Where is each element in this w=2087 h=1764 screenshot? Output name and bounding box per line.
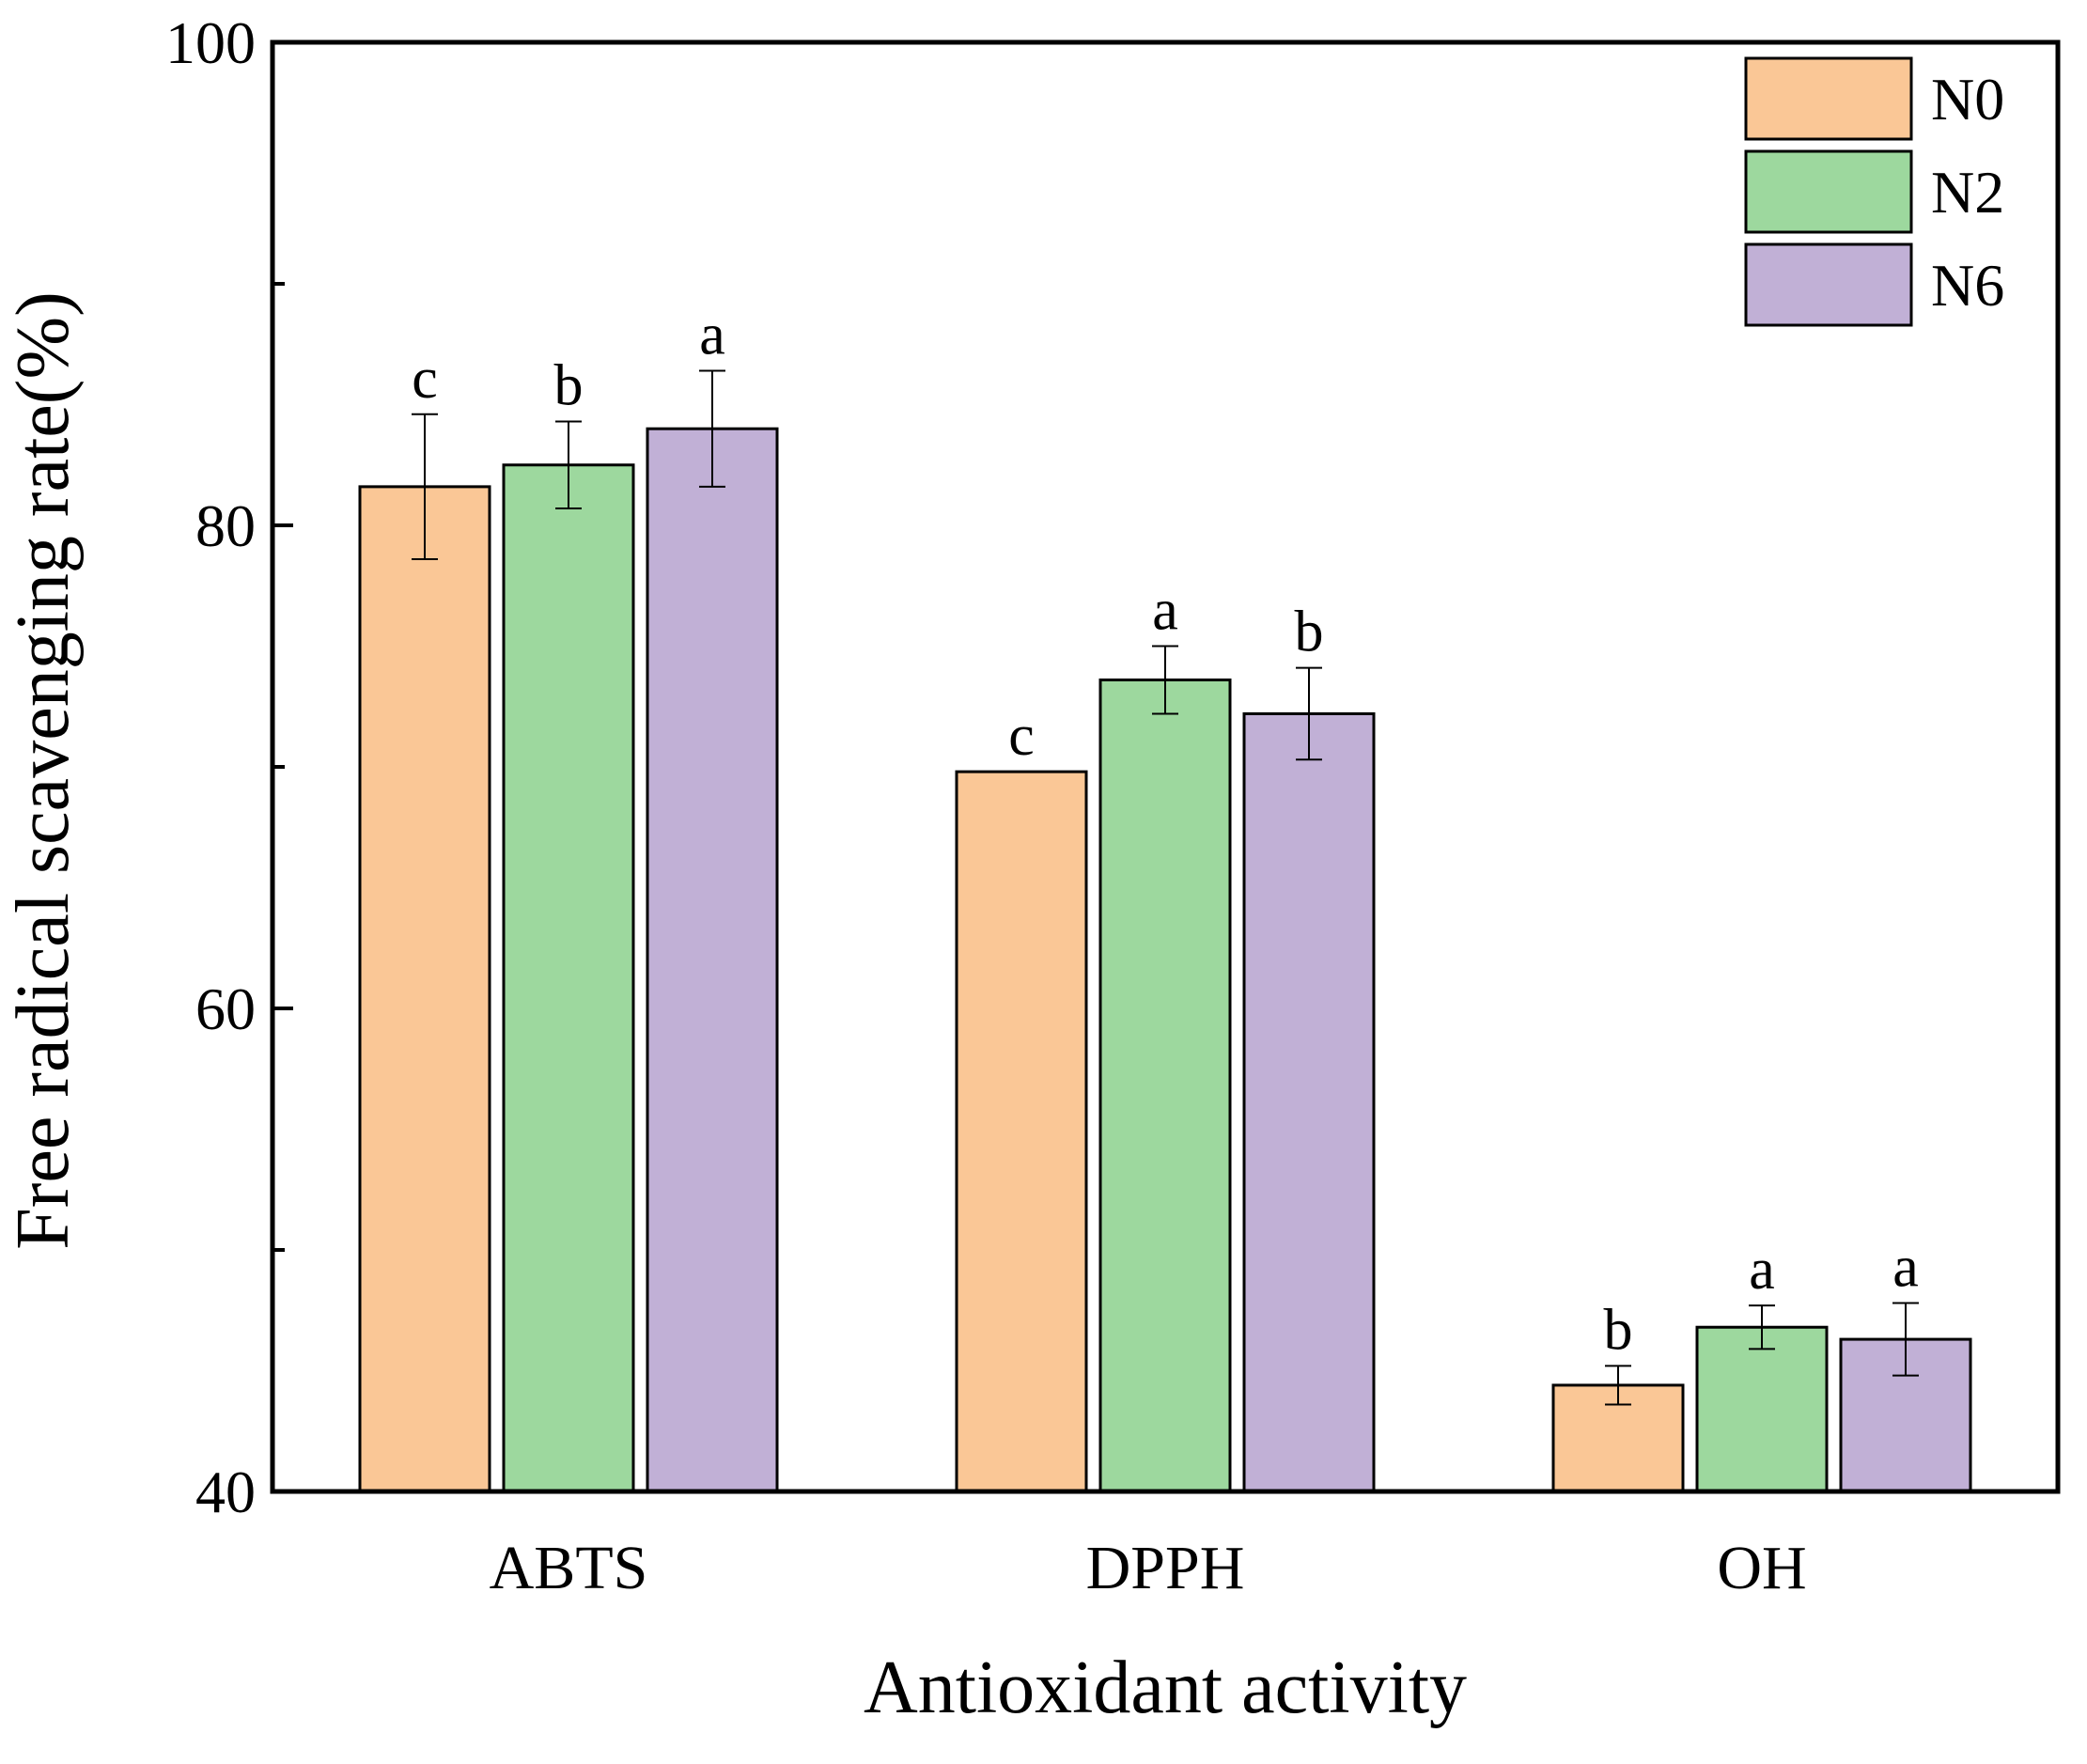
significance-letter-N0-DPPH: c: [1008, 704, 1035, 768]
y-tick-label: 40: [195, 1459, 256, 1525]
x-axis-title: Antioxidant activity: [864, 1647, 1467, 1729]
legend-swatch-N6: [1744, 242, 1913, 327]
significance-letter-N6-DPPH: b: [1295, 601, 1324, 664]
y-tick-label: 100: [165, 9, 256, 76]
x-tick-label-OH: OH: [1717, 1534, 1806, 1602]
bar-N2-OH: [1695, 1325, 1829, 1493]
legend-swatch-N2: [1744, 149, 1913, 234]
bar-N6-ABTS: [646, 427, 779, 1493]
y-tick-label: 80: [195, 492, 256, 559]
bar-N2-DPPH: [1098, 678, 1232, 1493]
significance-letter-N2-OH: a: [1749, 1238, 1775, 1302]
significance-letter-N2-ABTS: b: [554, 353, 584, 417]
plot-area: c c b b a a a b a 40 60 80 100 ABTS DPPH OH N0 N2 N6: [165, 9, 2061, 1602]
significance-letter-N2-DPPH: a: [1152, 579, 1178, 643]
bar-N0-ABTS: [358, 485, 491, 1493]
significance-letter-N6-ABTS: a: [699, 304, 725, 367]
bar-N0-DPPH: [955, 770, 1088, 1493]
bar-N6-DPPH: [1242, 711, 1376, 1493]
legend-label-N2: N2: [1931, 159, 2004, 226]
bar-N2-ABTS: [502, 463, 635, 1493]
significance-letter-N0-ABTS: c: [412, 347, 438, 411]
x-tick-label-ABTS: ABTS: [490, 1534, 648, 1602]
legend-label-N0: N0: [1931, 66, 2004, 133]
y-tick-label: 60: [195, 976, 256, 1042]
significance-letter-N6-OH: a: [1892, 1236, 1919, 1300]
x-tick-label-DPPH: DPPH: [1086, 1534, 1245, 1602]
legend-label-N6: N6: [1931, 252, 2004, 319]
significance-letter-N0-OH: b: [1604, 1298, 1633, 1362]
legend-swatch-N0: [1744, 56, 1913, 141]
legend: N0 N2 N6: [1744, 56, 2004, 327]
y-axis-title: Free radical scavenging rate(%): [2, 291, 85, 1249]
